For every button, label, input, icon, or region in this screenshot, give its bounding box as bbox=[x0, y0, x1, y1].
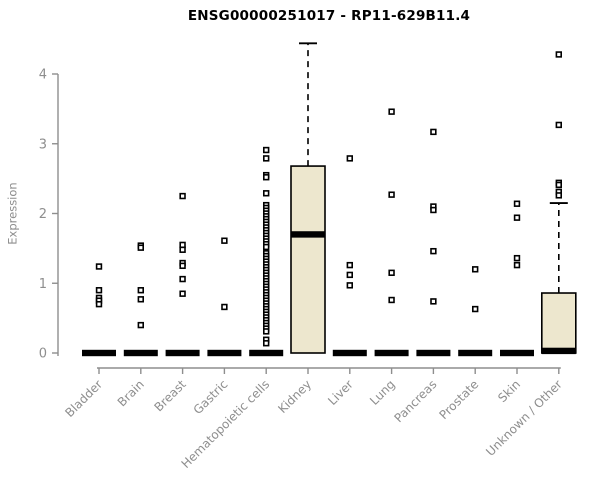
boxplot-zero-box bbox=[123, 349, 158, 357]
data-point bbox=[262, 174, 270, 181]
boxplot-median bbox=[291, 231, 325, 238]
x-axis-label: Brain bbox=[115, 377, 147, 409]
data-point bbox=[430, 247, 437, 255]
data-point bbox=[137, 296, 144, 303]
y-tick-label: 2 bbox=[39, 207, 47, 222]
data-point bbox=[388, 191, 395, 198]
data-point bbox=[555, 181, 563, 189]
data-point bbox=[430, 128, 437, 136]
x-axis-label: Kidney bbox=[275, 377, 314, 416]
data-point bbox=[262, 146, 270, 154]
data-point bbox=[262, 190, 270, 197]
data-point bbox=[430, 206, 437, 214]
data-point bbox=[471, 305, 479, 313]
data-point bbox=[262, 243, 270, 251]
boxplot-zero-box bbox=[82, 349, 116, 357]
data-point bbox=[346, 271, 353, 279]
x-axis-label: Liver bbox=[325, 377, 356, 408]
data-point bbox=[137, 287, 144, 294]
x-axis-label: Bladder bbox=[62, 377, 105, 420]
data-point bbox=[179, 262, 186, 270]
data-point bbox=[513, 200, 521, 207]
data-point bbox=[221, 303, 228, 311]
boxplot-box bbox=[290, 165, 326, 354]
y-tick-label: 3 bbox=[39, 137, 47, 152]
boxplot-zero-box bbox=[207, 349, 242, 357]
data-point bbox=[346, 261, 353, 269]
x-axis-label: Pancreas bbox=[391, 377, 439, 425]
boxplot-median bbox=[541, 347, 576, 355]
data-point bbox=[388, 108, 395, 115]
boxplot-zero-box bbox=[458, 349, 493, 357]
data-point bbox=[555, 51, 563, 58]
boxplot-zero-box bbox=[249, 349, 284, 357]
data-point bbox=[388, 296, 395, 304]
boxplot-zero-box bbox=[374, 349, 409, 357]
boxplot-zero-box bbox=[416, 349, 451, 357]
data-point bbox=[179, 192, 186, 200]
data-point bbox=[179, 241, 186, 249]
data-point bbox=[388, 269, 395, 276]
x-axis-label: Prostate bbox=[436, 377, 481, 422]
data-point bbox=[262, 328, 270, 335]
x-axis-label: Unknown / Other bbox=[483, 377, 565, 459]
boxplot-zero-box bbox=[165, 349, 200, 357]
boxplot-zero-box bbox=[332, 349, 367, 357]
data-point bbox=[137, 244, 144, 251]
x-axis-label: Lung bbox=[367, 377, 398, 408]
y-tick-label: 0 bbox=[39, 347, 47, 362]
data-point bbox=[430, 298, 437, 305]
data-point bbox=[555, 121, 563, 129]
data-point bbox=[179, 290, 186, 297]
boxplot-zero-box bbox=[500, 349, 534, 357]
data-point bbox=[179, 275, 186, 283]
data-point bbox=[513, 254, 521, 262]
x-axis-label: Skin bbox=[495, 377, 523, 405]
data-point bbox=[262, 340, 270, 347]
x-axis-label: Gastric bbox=[191, 377, 231, 417]
boxplot-box bbox=[540, 292, 577, 354]
y-tick-label: 1 bbox=[39, 277, 47, 292]
data-point bbox=[179, 246, 186, 253]
data-point bbox=[471, 266, 479, 273]
data-point bbox=[137, 321, 144, 329]
data-point bbox=[221, 237, 228, 244]
data-point bbox=[513, 261, 521, 269]
data-point bbox=[555, 192, 563, 199]
y-tick-label: 4 bbox=[39, 68, 47, 83]
data-point bbox=[262, 155, 270, 162]
data-point bbox=[346, 155, 353, 162]
data-point bbox=[513, 214, 521, 221]
data-point bbox=[95, 263, 103, 270]
data-point bbox=[95, 300, 103, 308]
chart-title: ENSG00000251017 - RP11-629B11.4 bbox=[187, 8, 471, 24]
data-point bbox=[346, 282, 353, 289]
x-axis-label: Breast bbox=[152, 377, 189, 414]
data-point bbox=[95, 287, 103, 294]
